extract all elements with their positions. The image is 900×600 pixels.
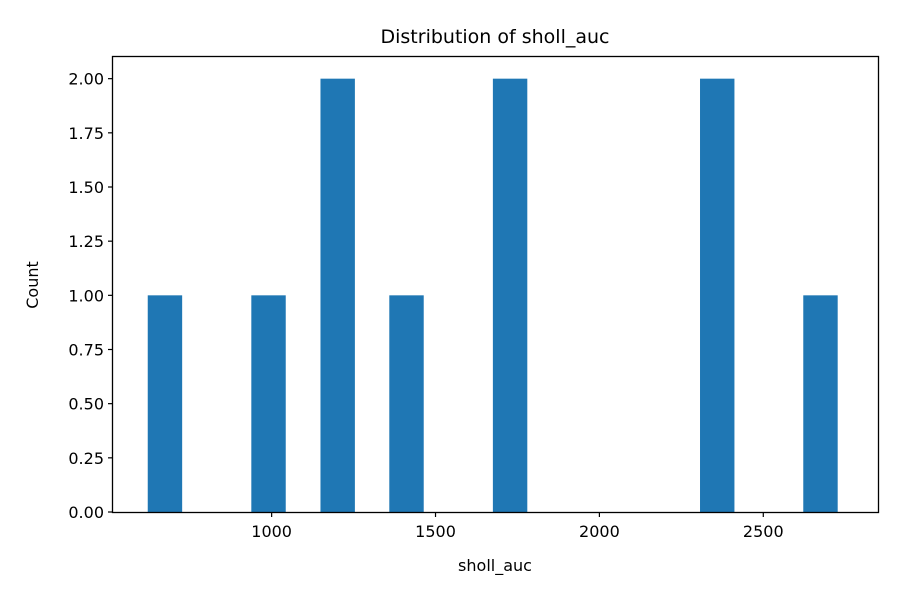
histogram-bar-4 <box>492 78 528 513</box>
y-axis-ticks: 0.00 0.25 0.50 0.75 1.00 1.25 1.50 1.75 2.00 <box>68 70 113 522</box>
y-axis-label: Count <box>23 261 42 309</box>
x-tick-label: 1500 <box>415 522 456 541</box>
bars-group <box>147 78 838 513</box>
x-tick-label: 2500 <box>743 522 784 541</box>
y-tick-label: 1.25 <box>68 232 104 251</box>
chart-title: Distribution of sholl_auc <box>381 26 610 48</box>
histogram-bar-6 <box>803 295 838 512</box>
histogram-bar-1 <box>251 295 286 512</box>
y-tick-label: 0.25 <box>68 449 104 468</box>
x-tick-label: 2000 <box>579 522 620 541</box>
plot-frame <box>111 55 880 514</box>
histogram-bar-0 <box>147 295 183 512</box>
histogram-bar-3 <box>389 295 424 512</box>
y-tick-label: 1.50 <box>68 178 104 197</box>
x-axis-ticks: 1000 1500 2000 2500 <box>251 512 784 541</box>
x-axis-label: sholl_auc <box>458 556 532 576</box>
y-tick-label: 1.75 <box>68 124 104 143</box>
y-tick-label: 1.00 <box>68 286 104 305</box>
y-tick-label: 0.50 <box>68 395 104 414</box>
y-tick-label: 0.75 <box>68 341 104 360</box>
x-tick-label: 1000 <box>251 522 292 541</box>
y-tick-label: 0.00 <box>68 503 104 522</box>
histogram-bar-2 <box>320 78 355 513</box>
y-tick-label: 2.00 <box>68 70 104 89</box>
histogram-bar-5 <box>700 78 735 513</box>
